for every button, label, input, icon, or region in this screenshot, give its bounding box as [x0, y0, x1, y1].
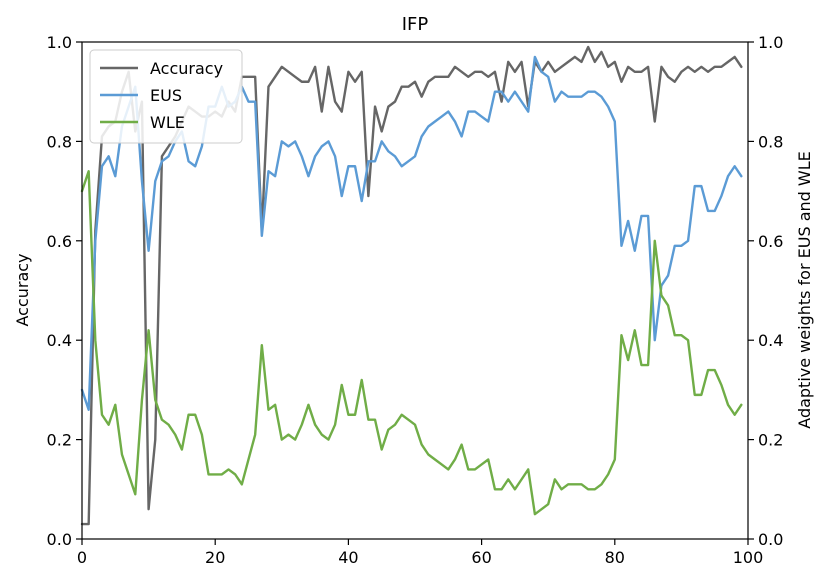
y-tick-label-left: 0.0 [47, 530, 72, 549]
x-tick-label: 40 [338, 548, 358, 567]
y-tick-label-left: 1.0 [47, 33, 72, 52]
x-tick-label: 100 [733, 548, 764, 567]
y-tick-label-left: 0.4 [47, 331, 72, 350]
y-tick-label-left: 0.2 [47, 431, 72, 450]
legend-box [89, 49, 243, 144]
y-tick-label-left: 0.8 [47, 132, 72, 151]
ticks-layer: 0 20 40 60 80 1000.00.20.40.60.81.00.00.20.40… [47, 33, 784, 567]
y-tick-label-right: 0.4 [758, 331, 783, 350]
y-tick-label-right: 0.6 [758, 232, 783, 251]
y-axis-label-left: Accuracy [13, 253, 32, 326]
x-tick-label: 0 [77, 548, 87, 567]
legend-label-eus: EUS [150, 86, 182, 105]
x-tick-label: 80 [605, 548, 625, 567]
y-axis-label-right: Adaptive weights for EUS and WLE [795, 151, 814, 428]
y-tick-label-right: 0.2 [758, 431, 783, 450]
legend-label-accuracy: Accuracy [150, 59, 223, 78]
x-tick-label: 20 [205, 548, 225, 567]
x-tick-label: 60 [471, 548, 491, 567]
plot-frame [81, 41, 749, 540]
y-tick-label-right: 0.8 [758, 132, 783, 151]
y-tick-label-right: 1.0 [758, 33, 783, 52]
series-line-eus [80, 55, 743, 411]
y-tick-label-left: 0.6 [47, 232, 72, 251]
series-line-wle [80, 170, 743, 516]
legend: Accuracy EUS WLE [89, 49, 243, 144]
chart-title: IFP [402, 14, 429, 35]
y-tick-label-right: 0.0 [758, 530, 783, 549]
legend-label-wle: WLE [150, 113, 185, 132]
